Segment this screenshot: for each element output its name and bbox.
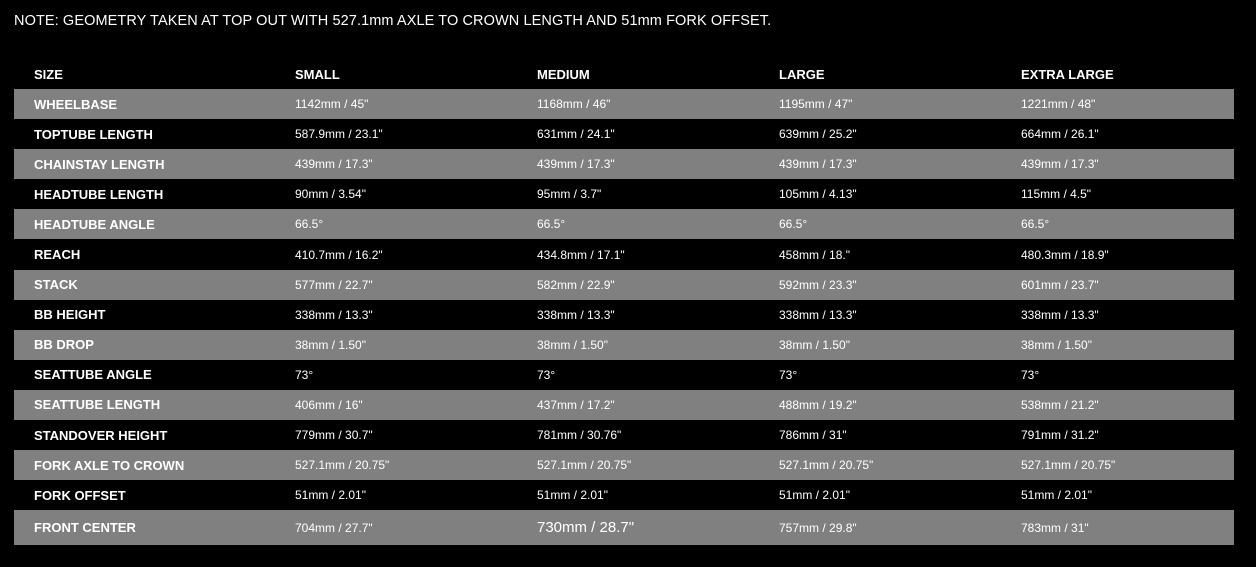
table-header-row: SIZE SMALL MEDIUM LARGE EXTRA LARGE [14, 59, 1234, 89]
table-cell: 439mm / 17.3" [295, 157, 373, 172]
table-cell: 631mm / 24.1" [537, 127, 615, 142]
column-header: EXTRA LARGE [1021, 66, 1114, 82]
column-header: MEDIUM [537, 66, 590, 82]
table-cell: 73° [1021, 367, 1040, 382]
geometry-note: NOTE: GEOMETRY TAKEN AT TOP OUT WITH 527… [14, 13, 772, 29]
table-cell: 338mm / 13.3" [295, 307, 373, 322]
row-label: STACK [34, 277, 78, 293]
table-cell: 458mm / 18." [779, 247, 850, 262]
row-label: BB HEIGHT [34, 307, 106, 323]
table-cell: 439mm / 17.3" [537, 157, 615, 172]
table-cell: 639mm / 25.2" [779, 127, 857, 142]
table-cell: 1142mm / 45" [295, 97, 369, 112]
row-label: HEADTUBE ANGLE [34, 216, 155, 232]
table-cell: 527.1mm / 20.75" [295, 458, 390, 473]
table-cell: 704mm / 27.7" [295, 520, 373, 535]
table-row: STACK 577mm / 22.7" 582mm / 22.9" 592mm / 2… [14, 269, 1234, 300]
table-cell: 601mm / 23.7" [1021, 277, 1099, 292]
table-cell: 527.1mm / 20.75" [537, 458, 632, 473]
table-cell: 527.1mm / 20.75" [1021, 458, 1116, 473]
table-cell: 73° [779, 367, 798, 382]
table-row: FRONT CENTER 704mm / 27.7" 730mm / 28.7" 75… [14, 510, 1234, 546]
table-cell: 439mm / 17.3" [779, 157, 857, 172]
table-cell: 73° [537, 367, 556, 382]
table-cell: 38mm / 1.50" [779, 337, 850, 352]
table-cell: 527.1mm / 20.75" [779, 458, 874, 473]
table-row: FORK AXLE TO CROWN 527.1mm / 20.75" 527.1m… [14, 450, 1234, 481]
table-cell: 538mm / 21.2" [1021, 397, 1099, 412]
table-cell: 38mm / 1.50" [537, 337, 608, 352]
table-cell: 115mm / 4.5" [1021, 187, 1092, 202]
table-cell: 66.5° [295, 217, 324, 232]
table-cell: 51mm / 2.01" [1021, 488, 1092, 503]
table-cell: 38mm / 1.50" [1021, 337, 1092, 352]
table-row: SEATTUBE ANGLE 73° 73° 73° 73° [14, 360, 1234, 390]
row-label: SEATTUBE ANGLE [34, 367, 152, 383]
table-cell: 51mm / 2.01" [779, 488, 850, 503]
table-cell: 66.5° [1021, 217, 1050, 232]
table-cell: 730mm / 28.7" [537, 519, 635, 537]
row-label: FRONT CENTER [34, 520, 136, 536]
row-label: TOPTUBE LENGTH [34, 126, 153, 142]
table-row: FORK OFFSET 51mm / 2.01" 51mm / 2.01" 51mm … [14, 480, 1234, 510]
row-label: WHEELBASE [34, 96, 118, 112]
table-cell: 779mm / 30.7" [295, 428, 373, 443]
table-cell: 66.5° [779, 217, 808, 232]
table-cell: 1221mm / 48" [1021, 97, 1096, 112]
table-cell: 783mm / 31" [1021, 520, 1089, 535]
table-row: BB HEIGHT 338mm / 13.3" 338mm / 13.3" 338mm… [14, 300, 1234, 330]
table-row: WHEELBASE 1142mm / 45" 1168mm / 46" 1195mm … [14, 89, 1234, 120]
table-cell: 786mm / 31" [779, 428, 847, 443]
table-cell: 781mm / 30.76" [537, 428, 622, 443]
table-cell: 577mm / 22.7" [295, 277, 373, 292]
table-row: CHAINSTAY LENGTH 439mm / 17.3" 439mm / 17.… [14, 149, 1234, 180]
table-cell: 105mm / 4.13" [779, 187, 857, 202]
table-row: BB DROP 38mm / 1.50" 38mm / 1.50" 38mm / 1.… [14, 329, 1234, 360]
table-cell: 38mm / 1.50" [295, 337, 366, 352]
row-label: HEADTUBE LENGTH [34, 186, 164, 202]
row-label: SEATTUBE LENGTH [34, 397, 161, 413]
row-label: BB DROP [34, 337, 94, 353]
geometry-table: SIZE SMALL MEDIUM LARGE EXTRA LARGE WHEE… [14, 59, 1234, 546]
table-cell: 95mm / 3.7" [537, 187, 602, 202]
table-cell: 410.7mm / 16.2" [295, 247, 383, 262]
table-cell: 73° [295, 367, 314, 382]
table-cell: 51mm / 2.01" [295, 488, 366, 503]
row-label: FORK AXLE TO CROWN [34, 457, 185, 473]
column-header: SIZE [34, 66, 63, 82]
row-label: CHAINSTAY LENGTH [34, 156, 165, 172]
table-cell: 338mm / 13.3" [1021, 307, 1099, 322]
table-cell: 488mm / 19.2" [779, 397, 857, 412]
table-cell: 51mm / 2.01" [537, 488, 608, 503]
table-cell: 582mm / 22.9" [537, 277, 615, 292]
table-cell: 406mm / 16" [295, 397, 363, 412]
row-label: REACH [34, 247, 81, 263]
column-header: SMALL [295, 66, 340, 82]
table-cell: 757mm / 29.8" [779, 520, 857, 535]
row-label: FORK OFFSET [34, 487, 126, 503]
table-row: STANDOVER HEIGHT 779mm / 30.7" 781mm / 30.… [14, 420, 1234, 450]
table-cell: 437mm / 17.2" [537, 397, 615, 412]
table-cell: 1195mm / 47" [779, 97, 853, 112]
table-cell: 434.8mm / 17.1" [537, 247, 625, 262]
table-cell: 664mm / 26.1" [1021, 127, 1099, 142]
table-row: SEATTUBE LENGTH 406mm / 16" 437mm / 17.2" 4… [14, 389, 1234, 421]
table-row: REACH 410.7mm / 16.2" 434.8mm / 17.1" 458mm… [14, 239, 1234, 269]
table-cell: 338mm / 13.3" [779, 307, 857, 322]
table-cell: 90mm / 3.54" [295, 187, 366, 202]
table-cell: 592mm / 23.3" [779, 277, 857, 292]
table-cell: 480.3mm / 18.9" [1021, 247, 1109, 262]
table-cell: 1168mm / 46" [537, 97, 611, 112]
table-cell: 587.9mm / 23.1" [295, 127, 383, 142]
table-row: HEADTUBE ANGLE 66.5° 66.5° 66.5° 66.5° [14, 209, 1234, 240]
table-row: TOPTUBE LENGTH 587.9mm / 23.1" 631mm / 24.… [14, 119, 1234, 149]
table-cell: 439mm / 17.3" [1021, 157, 1099, 172]
table-cell: 791mm / 31.2" [1021, 428, 1099, 443]
table-row: HEADTUBE LENGTH 90mm / 3.54" 95mm / 3.7" 10… [14, 179, 1234, 209]
table-cell: 66.5° [537, 217, 566, 232]
table-cell: 338mm / 13.3" [537, 307, 615, 322]
column-header: LARGE [779, 66, 825, 82]
row-label: STANDOVER HEIGHT [34, 427, 168, 443]
